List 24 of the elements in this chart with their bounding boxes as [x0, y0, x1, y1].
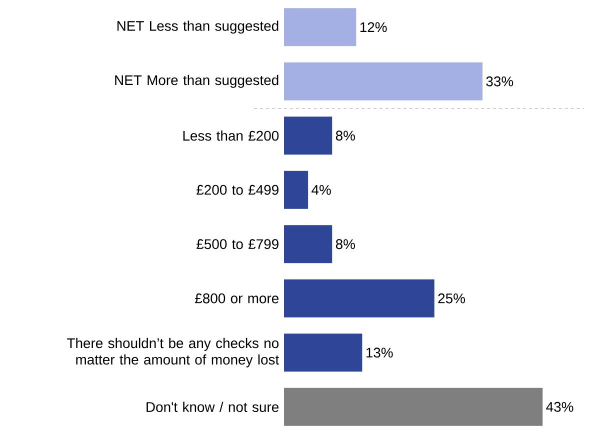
bar	[284, 8, 356, 46]
y-tick-label: NET More than suggested	[115, 74, 278, 88]
data-label: 43%	[546, 402, 574, 412]
bar	[284, 334, 362, 372]
y-tick-label: £200 to £499	[196, 184, 278, 195]
bar	[284, 279, 434, 318]
bar	[284, 170, 308, 209]
bar	[284, 388, 543, 426]
bar	[284, 62, 482, 100]
y-tick-label: £800 or more	[195, 293, 279, 304]
bar	[284, 225, 332, 264]
y-tick-label: There shouldn’t be any checks no matter the amount of money lost	[67, 338, 280, 368]
y-tick-label: Don't know / not sure	[146, 402, 279, 412]
data-label: 8%	[336, 239, 355, 250]
data-label: 8%	[336, 130, 355, 141]
y-tick-label: £500 to £799	[196, 239, 278, 250]
y-tick-label: Less than £200	[183, 130, 279, 141]
data-label: 12%	[360, 22, 387, 32]
y-tick-label: NET Less than suggested	[117, 20, 278, 34]
data-label: 33%	[486, 76, 514, 86]
data-label: 25%	[438, 293, 465, 304]
data-label: 13%	[366, 348, 393, 358]
data-label: 4%	[312, 184, 331, 195]
bar	[284, 116, 332, 155]
